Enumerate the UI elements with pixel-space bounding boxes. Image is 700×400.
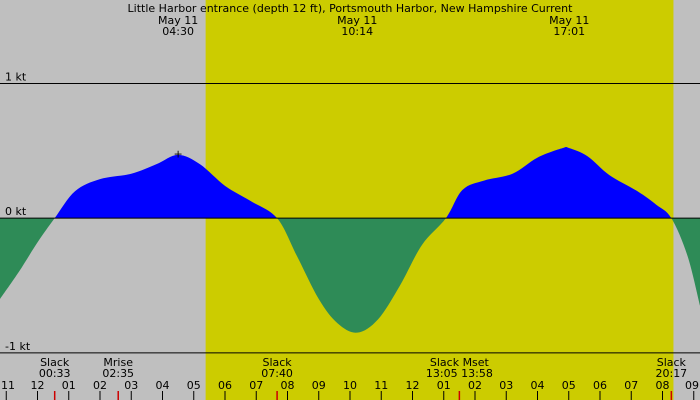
x-tick-label: 09 <box>685 379 699 392</box>
x-tick-label: 02 <box>468 379 482 392</box>
bottom-event-label: Slack <box>262 356 292 369</box>
x-tick-label: 03 <box>499 379 513 392</box>
x-tick-label: 01 <box>62 379 76 392</box>
x-tick-label: 12 <box>406 379 420 392</box>
header-event-date: May 11 <box>337 14 377 27</box>
x-tick-label: 09 <box>312 379 326 392</box>
x-tick-label: 07 <box>624 379 638 392</box>
bottom-event-time: 20:17 <box>655 367 687 380</box>
bottom-event-time: 02:35 <box>102 367 134 380</box>
bottom-event-label: Slack <box>40 356 70 369</box>
header-event-date: May 11 <box>549 14 589 27</box>
bottom-event-time: 13:05 13:58 <box>426 367 493 380</box>
x-tick-label: 01 <box>437 379 451 392</box>
header-event-date: May 11 <box>158 14 198 27</box>
x-tick-label: 08 <box>281 379 295 392</box>
x-tick-label: 05 <box>187 379 201 392</box>
x-tick-label: 06 <box>593 379 607 392</box>
header-event-time: 10:14 <box>341 25 373 38</box>
x-tick-label: 02 <box>93 379 107 392</box>
bottom-event-label: Slack <box>657 356 687 369</box>
x-tick-label: 11 <box>1 379 15 392</box>
x-tick-label: 04 <box>531 379 545 392</box>
bottom-event-time: 07:40 <box>261 367 293 380</box>
header-event-time: 04:30 <box>162 25 194 38</box>
x-tick-label: 04 <box>156 379 170 392</box>
bottom-event-label: Slack Mset <box>430 356 490 369</box>
x-tick-label: 07 <box>249 379 263 392</box>
y-tick-label: 0 kt <box>5 205 27 218</box>
x-tick-label: 08 <box>656 379 670 392</box>
x-tick-label: 05 <box>562 379 576 392</box>
x-tick-label: 06 <box>218 379 232 392</box>
chart-title: Little Harbor entrance (depth 12 ft), Po… <box>128 2 574 15</box>
x-tick-label: 11 <box>374 379 388 392</box>
y-tick-label: -1 kt <box>5 340 31 353</box>
bottom-event-time: 00:33 <box>39 367 71 380</box>
bottom-event-label: Mrise <box>103 356 133 369</box>
header-event-time: 17:01 <box>553 25 585 38</box>
x-tick-label: 03 <box>124 379 138 392</box>
ebb-current-area <box>0 218 700 333</box>
peak-marker: + <box>174 148 183 161</box>
x-tick-label: 10 <box>343 379 357 392</box>
flood-current-area <box>54 147 672 219</box>
y-tick-label: 1 kt <box>5 71 27 84</box>
x-tick-label: 12 <box>31 379 45 392</box>
